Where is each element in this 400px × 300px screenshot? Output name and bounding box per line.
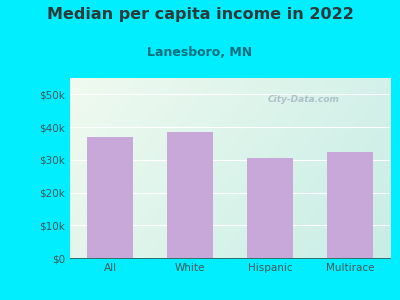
Bar xyxy=(87,137,133,258)
Text: Median per capita income in 2022: Median per capita income in 2022 xyxy=(46,8,354,22)
Text: Lanesboro, MN: Lanesboro, MN xyxy=(148,46,252,59)
Bar xyxy=(247,158,293,258)
Bar xyxy=(327,152,373,258)
Text: City-Data.com: City-Data.com xyxy=(268,95,340,104)
Bar xyxy=(167,132,213,258)
